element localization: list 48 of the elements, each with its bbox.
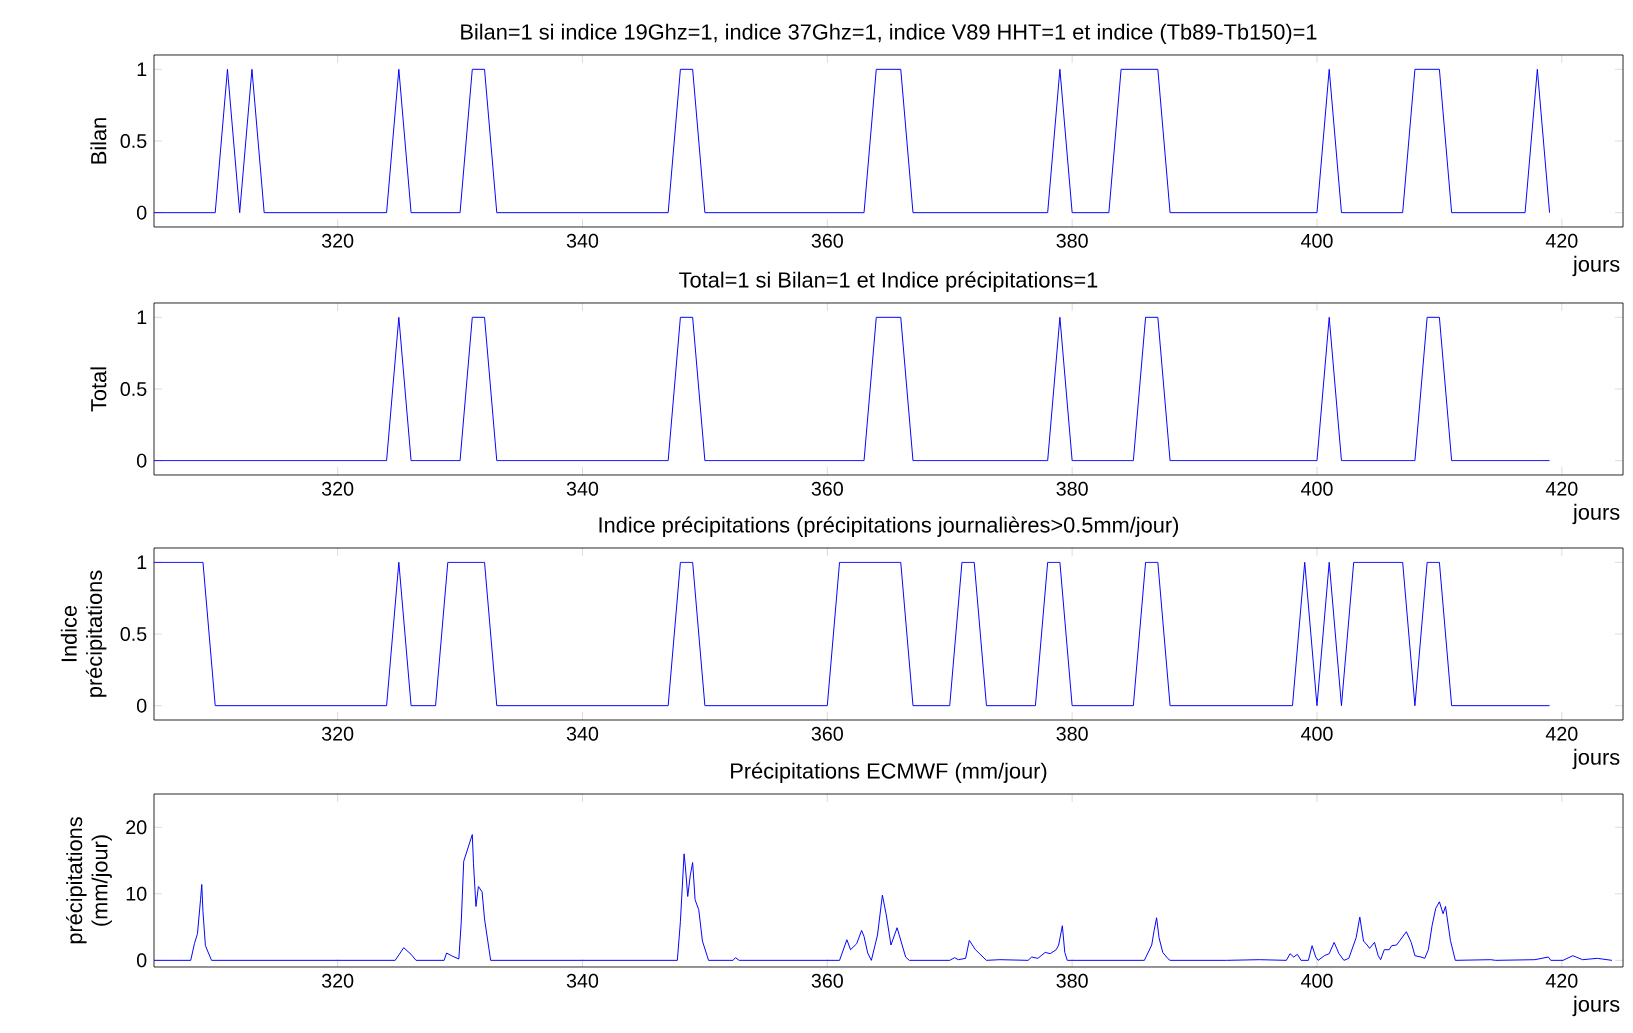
y-tick-label: 0.5	[120, 382, 147, 396]
x-tick-label: 420	[1545, 233, 1578, 248]
x-tick-label: 400	[1301, 233, 1333, 248]
y-tick-label: 0.5	[120, 134, 147, 148]
x-tick-label: 380	[1056, 726, 1088, 741]
y-tick-label: 10	[126, 886, 147, 901]
x-tick-label: 360	[811, 726, 843, 741]
x-axis-title: jours	[1572, 255, 1620, 277]
y-tick-label: 0	[136, 205, 147, 220]
y-tick-label: 1	[137, 555, 147, 570]
y-axis-title: Bilan	[90, 118, 107, 164]
y-tick-label: 0	[136, 953, 147, 968]
x-tick-label: 340	[566, 233, 599, 248]
x-tick-label: 360	[811, 233, 843, 248]
y-tick-label: 0	[136, 698, 147, 713]
x-tick-label: 320	[321, 233, 354, 248]
x-tick-label: 380	[1056, 973, 1088, 988]
x-tick-label: 400	[1301, 481, 1333, 496]
chart-title: Bilan=1 si indice 19Ghz=1, indice 37Ghz=1, indice V89 HHT=1 et indice (Tb89-Tb150)=1	[461, 23, 1317, 44]
x-tick-label: 380	[1056, 481, 1088, 496]
chart-title: Total=1 si Bilan=1 et Indice précipitations=1	[679, 271, 1098, 292]
y-axis-title: Indice précipitations	[60, 570, 107, 697]
x-tick-label: 420	[1545, 973, 1578, 988]
x-tick-label: 340	[566, 973, 599, 988]
x-axis-title: jours	[1572, 503, 1620, 525]
x-axis-title: jours	[1572, 748, 1620, 770]
x-tick-label: 340	[566, 481, 599, 496]
x-tick-label: 400	[1301, 973, 1333, 988]
y-tick-label: 1	[137, 62, 147, 77]
y-tick-label: 0	[136, 453, 147, 468]
y-tick-label: 0.5	[120, 627, 147, 641]
y-tick-label: 1	[137, 310, 147, 325]
x-tick-label: 400	[1301, 726, 1333, 741]
x-tick-label: 320	[321, 726, 354, 741]
x-tick-label: 340	[566, 726, 599, 741]
x-tick-label: 420	[1545, 726, 1578, 741]
y-axis-title: Total	[90, 367, 107, 412]
x-tick-label: 360	[811, 481, 843, 496]
x-axis-title: jours	[1572, 995, 1620, 1017]
x-tick-label: 320	[321, 481, 354, 496]
chart-title: Indice précipitations (précipitations journalières>0.5mm/jour)	[599, 516, 1179, 537]
x-tick-label: 360	[811, 973, 843, 988]
x-tick-label: 320	[321, 973, 354, 988]
x-tick-label: 380	[1056, 233, 1088, 248]
y-axis-title: précipitations (mm/jour)	[66, 817, 112, 944]
x-tick-label: 420	[1545, 481, 1578, 496]
chart-title: Précipitations ECMWF (mm/jour)	[731, 762, 1047, 783]
y-tick-label: 20	[126, 820, 147, 835]
